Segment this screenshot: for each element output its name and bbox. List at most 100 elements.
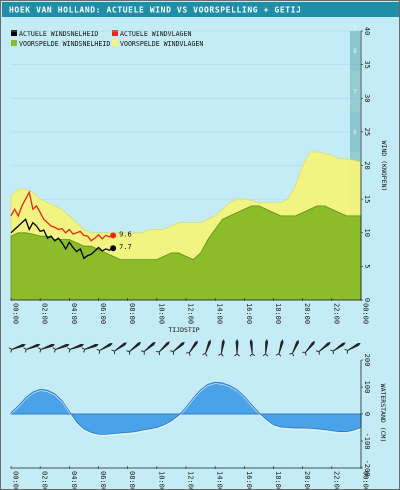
x-tick-label: 06:00 bbox=[99, 471, 107, 490]
wind-arrow-icon bbox=[37, 343, 55, 353]
x-tick-label: 22:00 bbox=[332, 303, 340, 324]
legend-label-forecast-speed: VOORSPELDE WINDSNELHEID bbox=[19, 40, 110, 48]
y-tick-label: 25 bbox=[363, 128, 371, 136]
x-tick-label: 18:00 bbox=[274, 303, 282, 324]
wind-arrow-icon bbox=[23, 343, 41, 353]
wind-direction-arrows bbox=[8, 338, 361, 357]
arrow-shape bbox=[330, 342, 346, 355]
wind-arrow-icon bbox=[96, 342, 113, 354]
y-tick-label: 40 bbox=[363, 27, 371, 35]
chart-title: HOEK VAN HOLLAND: ACTUELE WIND VS VOORSP… bbox=[9, 6, 302, 15]
wind-arrow-icon bbox=[234, 338, 240, 357]
legend-swatch-actual-gust bbox=[112, 30, 118, 36]
tide-axes bbox=[11, 360, 362, 469]
x-tick-label: 04:00 bbox=[70, 303, 78, 324]
y-tick-label: -100 bbox=[363, 433, 371, 450]
arrow-shape bbox=[81, 343, 99, 353]
x-tick-label: 02:00 bbox=[41, 471, 49, 490]
wind-areas bbox=[10, 151, 362, 301]
y-tick-label: 20 bbox=[363, 161, 371, 169]
wind-arrow-icon bbox=[315, 341, 331, 355]
legend-label-actual-speed: ACTUELE WINDSNELHEID bbox=[19, 30, 98, 38]
legend-swatch-forecast-gust bbox=[112, 40, 118, 46]
y-tick-label: 5 bbox=[363, 264, 371, 268]
actual-speed-last-label: 7.7 bbox=[119, 243, 132, 251]
arrow-shape bbox=[37, 343, 55, 353]
beaufort-label: 7 bbox=[353, 89, 357, 96]
wind-arrow-icon bbox=[8, 343, 26, 353]
x-tick-label: 16:00 bbox=[245, 303, 253, 324]
arrow-shape bbox=[202, 339, 211, 357]
y-tick-label: 0 bbox=[363, 412, 371, 416]
arrow-shape bbox=[275, 339, 284, 357]
wind-x-axis-label: TIJDSTIP bbox=[168, 326, 199, 334]
wind-arrow-icon bbox=[67, 343, 85, 353]
arrow-shape bbox=[8, 343, 26, 353]
arrow-shape bbox=[170, 341, 185, 355]
x-tick-label: 00:00 bbox=[12, 471, 20, 490]
forecast-speed-area bbox=[10, 205, 362, 301]
legend: ACTUELE WINDSNELHEID ACTUELE WINDVLAGEN … bbox=[11, 30, 203, 48]
beaufort-label: 8 bbox=[353, 48, 357, 55]
wind-arrow-icon bbox=[81, 343, 99, 353]
wind-arrow-icon bbox=[262, 339, 269, 357]
arrow-shape bbox=[96, 342, 113, 354]
arrow-shape bbox=[155, 341, 170, 356]
arrow-shape bbox=[262, 339, 269, 357]
wind-arrow-icon bbox=[126, 341, 142, 355]
wind-arrow-icon bbox=[111, 342, 127, 355]
y-tick-label: 200 bbox=[363, 354, 371, 367]
arrow-shape bbox=[302, 340, 316, 356]
wind-y-axis-label: WIND (KNOPEN) bbox=[380, 141, 388, 192]
y-tick-label: 100 bbox=[363, 381, 371, 394]
y-tick-label: 15 bbox=[363, 195, 371, 203]
x-tick-label: 14:00 bbox=[216, 303, 224, 324]
beaufort-band bbox=[350, 71, 360, 112]
x-tick-label: 06:00 bbox=[99, 303, 107, 324]
title-bar bbox=[2, 2, 399, 17]
arrow-shape bbox=[344, 342, 361, 354]
x-tick-label: 18:00 bbox=[274, 471, 282, 490]
wind-y-tick-labels: 0 5 10 15 20 25 30 35 40 bbox=[361, 27, 371, 302]
actual-gust-last-point bbox=[110, 232, 117, 239]
legend-label-actual-gust: ACTUELE WINDVLAGEN bbox=[120, 30, 191, 38]
tide-y-axis-label: WATERSTAND (CM) bbox=[379, 384, 387, 443]
x-tick-label: 10:00 bbox=[157, 471, 165, 490]
wind-arrow-icon bbox=[170, 341, 185, 355]
x-tick-label: 16:00 bbox=[245, 471, 253, 490]
wind-arrow-icon bbox=[344, 342, 361, 354]
x-tick-label: 08:00 bbox=[128, 471, 136, 490]
beaufort-label: 9 bbox=[353, 25, 357, 32]
arrow-shape bbox=[67, 343, 85, 353]
arrow-shape bbox=[218, 339, 225, 357]
wind-arrow-icon bbox=[186, 340, 198, 356]
legend-swatch-actual-speed bbox=[11, 30, 17, 36]
x-tick-label: 00:00 bbox=[12, 303, 20, 324]
beaufort-band bbox=[350, 31, 360, 72]
wind-actual-lines: 9.6 7.7 bbox=[10, 190, 132, 260]
legend-swatch-forecast-speed bbox=[11, 40, 17, 46]
x-tick-label: 04:00 bbox=[70, 471, 78, 490]
actual-gust-line bbox=[10, 190, 114, 242]
x-tick-label: 10:00 bbox=[157, 303, 165, 324]
arrow-shape bbox=[289, 339, 299, 357]
y-tick-label: -200 bbox=[363, 460, 371, 477]
arrow-shape bbox=[111, 342, 127, 355]
arrow-shape bbox=[23, 343, 41, 353]
wind-arrow-icon bbox=[140, 341, 156, 355]
wind-arrow-icon bbox=[155, 341, 170, 356]
tide-y-tick-labels: -200 -100 0 100 200 bbox=[361, 354, 371, 477]
legend-label-forecast-gust: VOORSPELDE WINDVLAGEN bbox=[120, 40, 203, 48]
x-tick-label: 22:00 bbox=[332, 471, 340, 490]
arrow-shape bbox=[234, 338, 240, 357]
arrow-shape bbox=[315, 341, 331, 355]
wind-arrow-icon bbox=[330, 342, 346, 355]
actual-gust-last-label: 9.6 bbox=[119, 230, 132, 238]
wind-arrow-icon bbox=[202, 339, 211, 357]
x-tick-label: 12:00 bbox=[187, 471, 195, 490]
tide-area-fill bbox=[10, 381, 362, 435]
x-tick-label: 02:00 bbox=[41, 303, 49, 324]
beaufort-band bbox=[350, 111, 360, 153]
